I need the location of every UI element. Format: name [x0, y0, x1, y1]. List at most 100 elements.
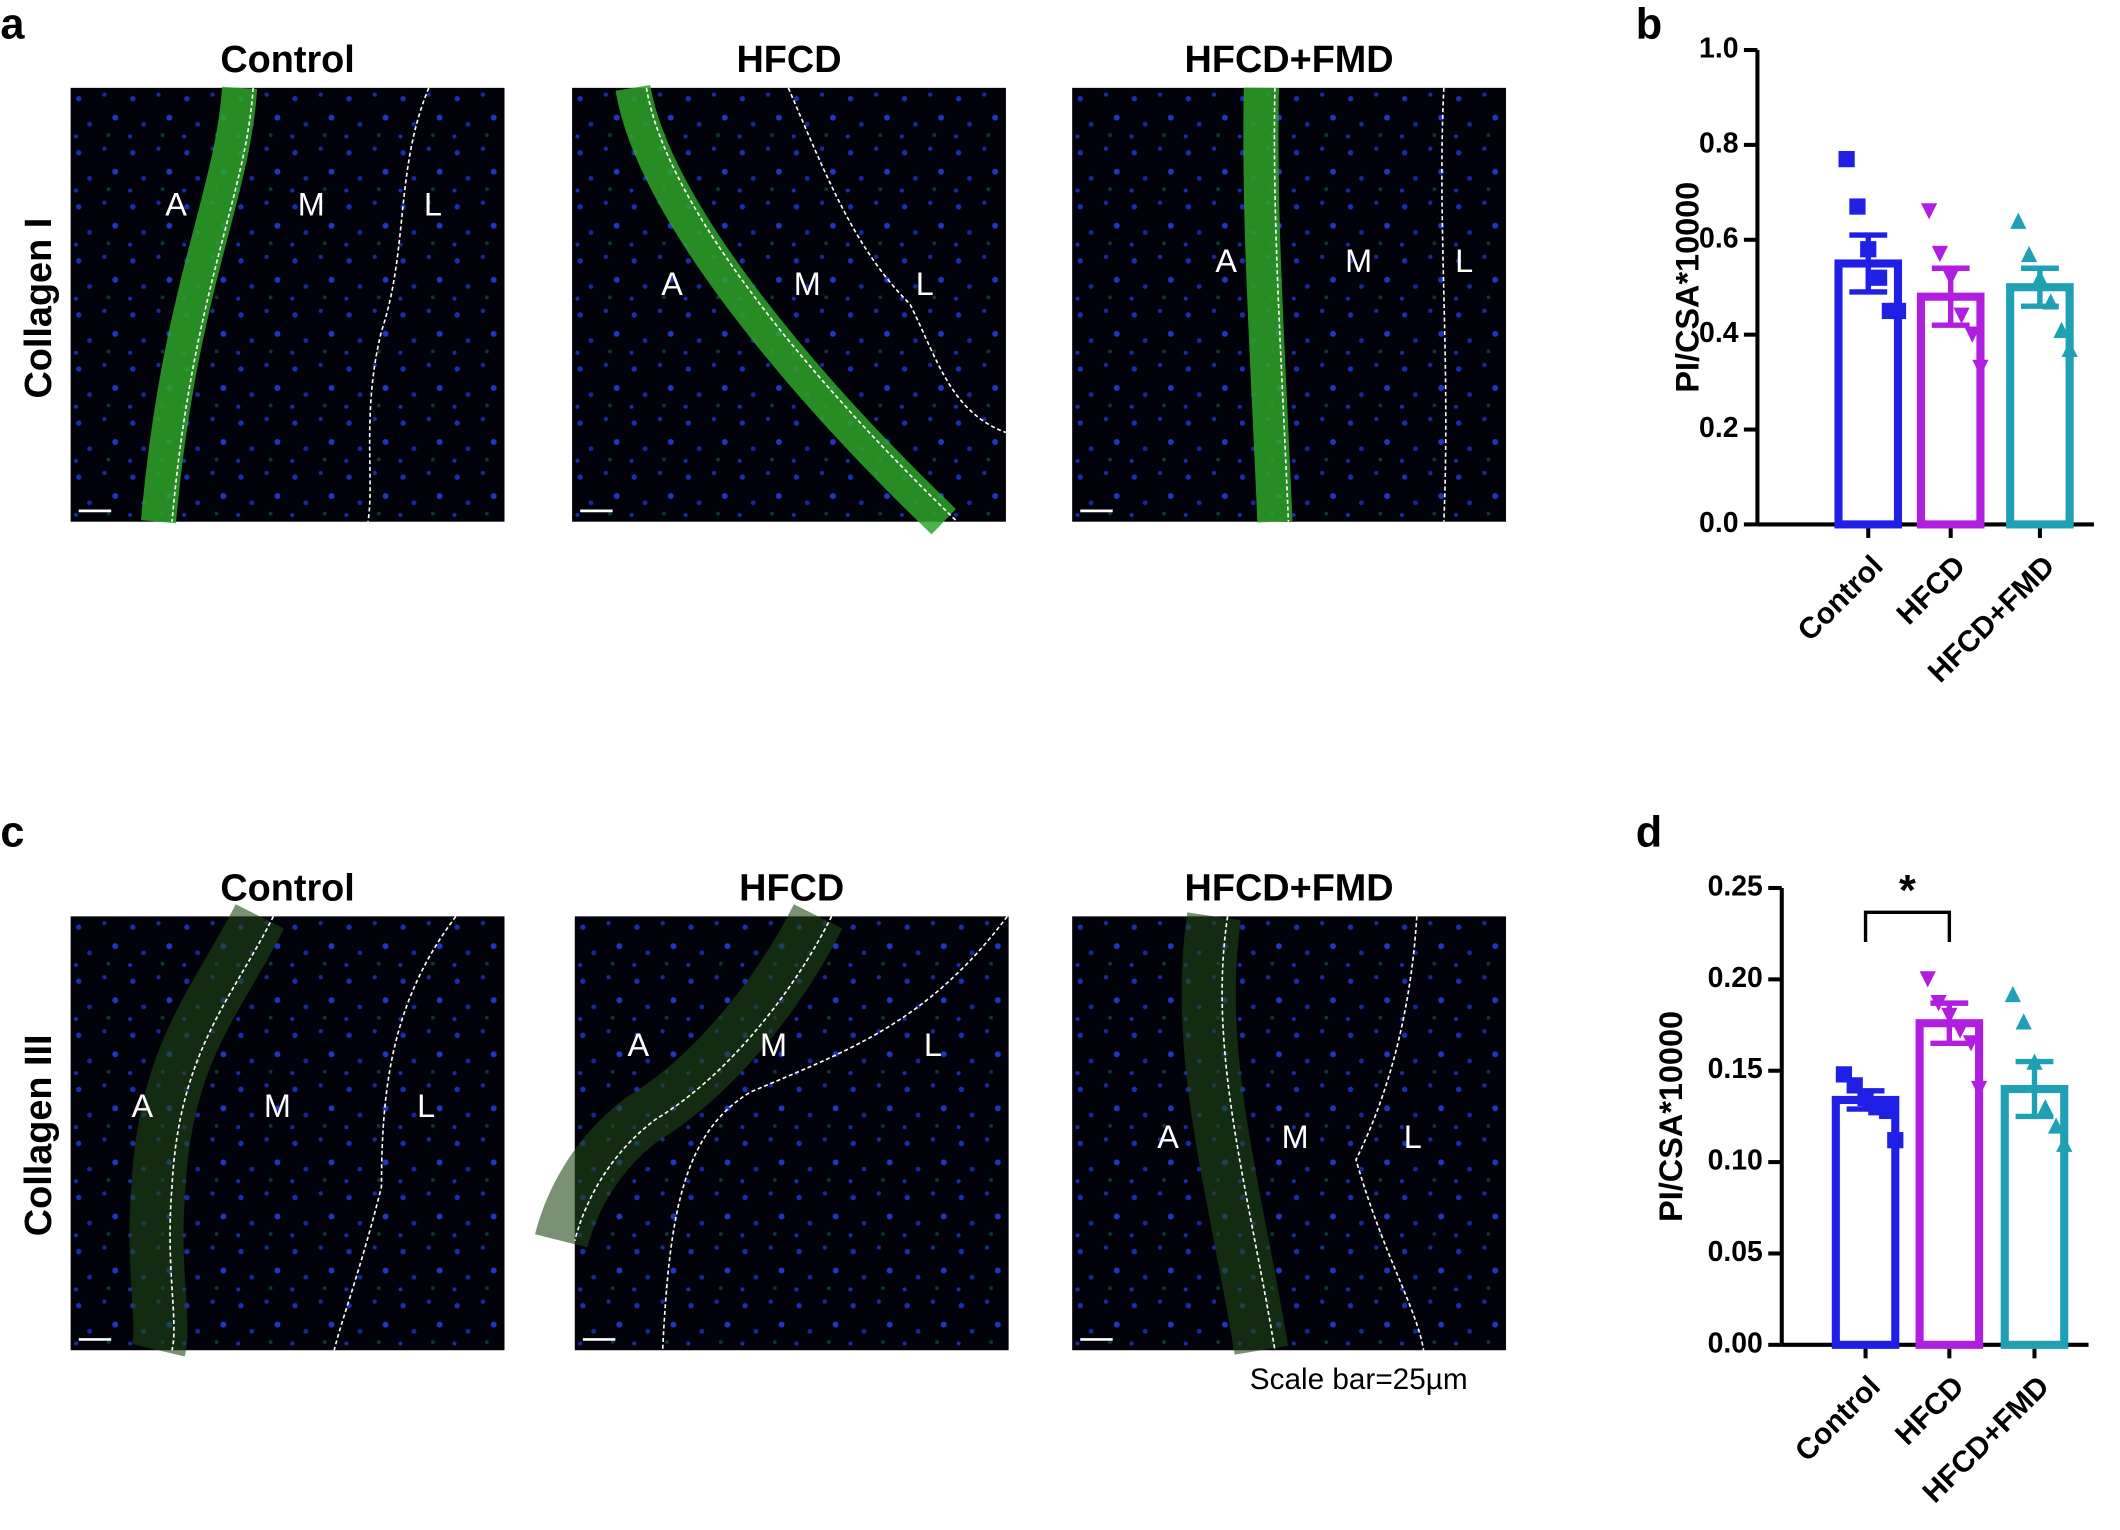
data-point [1964, 326, 1981, 343]
bar [1831, 1095, 1900, 1349]
image-title: HFCD [739, 868, 844, 910]
region-label: M [760, 1027, 787, 1063]
collagen-signal [129, 904, 285, 1357]
region-label: A [1215, 243, 1237, 279]
image-background [70, 87, 505, 522]
region-label: M [794, 266, 821, 302]
x-tick-label: Control [1789, 1370, 1887, 1468]
data-point [1970, 1080, 1988, 1098]
y-axis-label: PI/CSA*10000 [1669, 182, 1705, 393]
y-axis-label: PI/CSA*10000 [1653, 1011, 1689, 1222]
layer-boundary [1355, 916, 1425, 1351]
collagen-signal [535, 904, 843, 1248]
panel-label: d [1636, 809, 1662, 857]
bar [1834, 259, 1903, 529]
y-tick-label: 0.00 [1708, 1327, 1763, 1359]
x-tick-label: Control [1792, 549, 1890, 647]
panel-label: b [1636, 0, 1662, 48]
data-point [2042, 293, 2059, 310]
data-point [1887, 1132, 1904, 1149]
layer-boundary [645, 87, 958, 523]
layer-boundary [333, 915, 457, 1351]
data-point [2020, 245, 2038, 263]
region-label: A [627, 1027, 649, 1063]
panel-label: c [0, 809, 24, 857]
data-point [1838, 151, 1855, 168]
data-point [1849, 198, 1866, 215]
region-label: A [1157, 1119, 1179, 1155]
data-point [2015, 1013, 2032, 1030]
x-tick-label: HFCD [1890, 549, 1972, 631]
layer-boundary [1221, 916, 1276, 1351]
region-label: M [1345, 243, 1372, 279]
region-label: A [131, 1088, 153, 1124]
region-label: L [417, 1088, 435, 1124]
data-point [1942, 269, 1959, 286]
region-label: L [916, 266, 934, 302]
data-point [2004, 985, 2021, 1003]
data-point [2010, 212, 2027, 229]
y-tick-label: 0.20 [1708, 962, 1763, 994]
image-background [1072, 916, 1507, 1351]
y-tick-label: 0.15 [1708, 1053, 1763, 1085]
scale-bar-note: Scale bar=25µm [1250, 1363, 1468, 1396]
data-point [1972, 359, 1989, 376]
row-label: Collagen III [18, 1034, 60, 1236]
data-point [2048, 1117, 2065, 1134]
y-tick-label: 0.4 [1699, 317, 1739, 349]
layer-boundary [661, 915, 1008, 1351]
data-point [2031, 269, 2049, 286]
data-point [2026, 1053, 2043, 1070]
region-label: L [1404, 1119, 1422, 1155]
y-tick-label: 0.8 [1699, 127, 1738, 159]
y-tick-label: 0.0 [1699, 507, 1738, 539]
data-point [1931, 245, 1948, 263]
image-title: HFCD [736, 39, 841, 81]
data-point [1962, 1035, 1980, 1052]
data-point [1953, 307, 1970, 324]
collagen-signal [615, 84, 956, 535]
data-point [1952, 1022, 1969, 1039]
data-point [1930, 995, 1947, 1012]
region-label: A [165, 186, 187, 222]
data-point [2053, 321, 2070, 339]
data-point [2037, 1099, 2054, 1116]
region-label: L [424, 186, 442, 222]
region-label: M [264, 1088, 291, 1124]
data-point [1919, 971, 1936, 988]
bar [1915, 1019, 1984, 1349]
layer-boundary [169, 916, 275, 1351]
collagen-signal [1181, 912, 1289, 1355]
data-point [1846, 1077, 1863, 1094]
y-tick-label: 0.6 [1699, 222, 1738, 254]
data-point [1941, 1007, 1958, 1025]
y-tick-label: 0.25 [1708, 870, 1763, 902]
data-point [2056, 1135, 2073, 1152]
data-point [1870, 269, 1888, 286]
layer-boundary [171, 87, 254, 522]
collagen-signal [140, 86, 258, 524]
data-point [2061, 340, 2078, 357]
y-tick-label: 0.10 [1708, 1145, 1763, 1177]
region-label: L [1455, 243, 1473, 279]
significance-label: * [1899, 867, 1916, 915]
region-label: M [298, 186, 325, 222]
layer-boundary [1273, 87, 1290, 522]
region-label: L [924, 1027, 942, 1063]
bar [2006, 283, 2074, 529]
layer-boundary [1441, 87, 1447, 522]
image-title: Control [220, 868, 354, 910]
image-title: HFCD+FMD [1185, 39, 1394, 81]
region-label: M [1282, 1119, 1309, 1155]
data-point [1920, 203, 1938, 220]
layer-boundary [787, 87, 1007, 434]
data-point [1879, 1102, 1896, 1120]
